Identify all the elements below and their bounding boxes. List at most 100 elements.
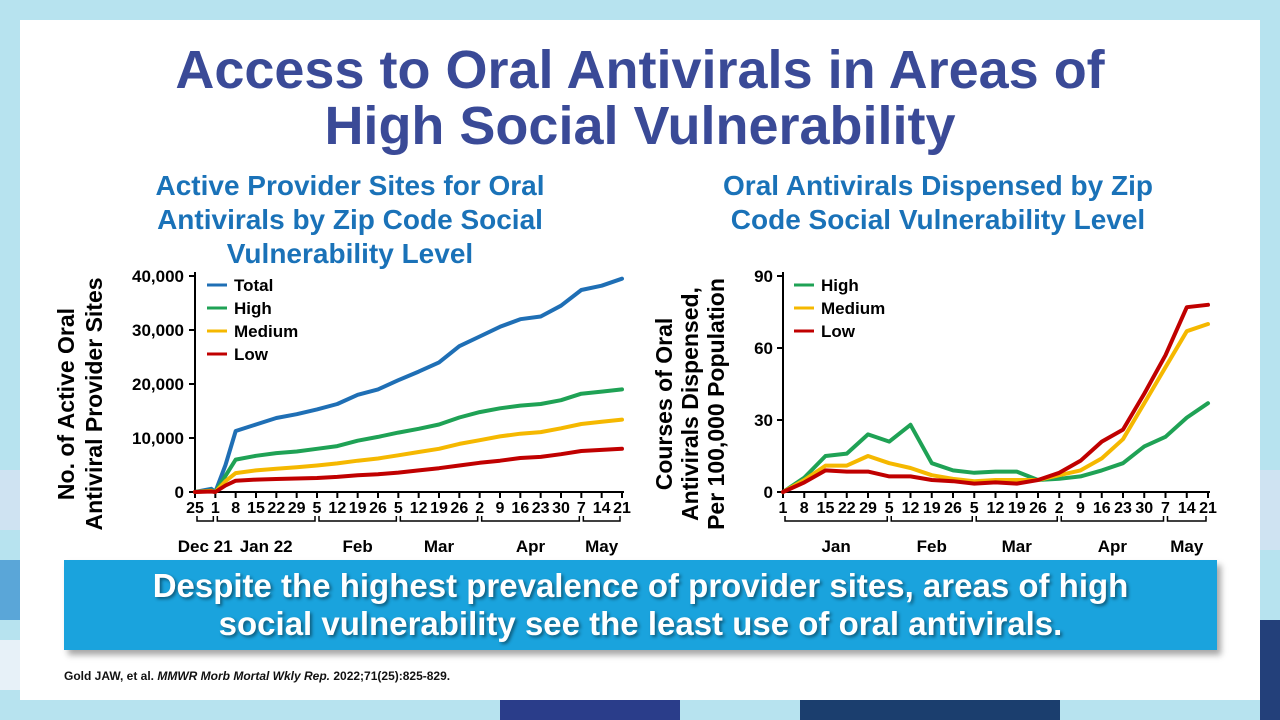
right-month-bracket [975,516,1058,522]
left-x-tick-label: 5 [313,500,322,517]
right-y-axis-title: Per 100,000 Population [703,278,729,530]
left-x-tick-label: 5 [394,500,403,517]
left-x-tick-label: 7 [577,500,586,517]
left-series-medium [193,417,624,494]
right-series-high [781,401,1210,494]
left-x-tick-label: 19 [349,500,367,517]
left-y-tick-label: 20,000 [132,375,184,394]
left-y-axis-title: Antiviral Provider Sites [81,277,107,530]
banner-line-2: social vulnerability see the least use o… [218,605,1063,642]
citation-authors: Gold JAW, et al. [64,669,158,683]
left-x-tick-label: 22 [267,500,285,517]
right-month-label: Apr [1098,537,1128,556]
right-chart-title: Oral Antivirals Dispensed by Zip Code So… [670,169,1206,237]
right-legend-label: High [821,276,859,295]
right-x-tick-label: 19 [923,500,941,517]
right-x-tick-label: 2 [1055,500,1064,517]
right-x-tick-label: 14 [1178,500,1196,517]
left-legend-label: Medium [234,322,298,341]
left-x-tick-label: 2 [475,500,484,517]
right-y-tick-label: 0 [764,483,773,502]
left-month-bracket [196,516,215,522]
right-month-bracket [1060,516,1165,522]
left-legend-label: High [234,299,272,318]
left-y-tick-label: 0 [175,483,184,502]
slide-panel: Access to Oral Antivirals in Areas of Hi… [20,20,1260,700]
right-month-bracket [890,516,973,522]
slide-title: Access to Oral Antivirals in Areas of Hi… [20,42,1260,154]
right-x-tick-label: 26 [1029,500,1047,517]
right-x-tick-label: 23 [1114,500,1132,517]
right-x-tick-label: 5 [885,500,894,517]
left-series-high [193,387,624,494]
right-y-axis-title: Courses of Oral [651,318,677,491]
right-month-label: Mar [1002,537,1033,556]
left-month-label: Apr [516,537,546,556]
left-x-tick-label: 14 [593,500,611,517]
right-y-axis-title: Antivirals Dispensed, [677,287,703,521]
right-chart-title-line: Oral Antivirals Dispensed by Zip [723,170,1153,201]
citation: Gold JAW, et al. MMWR Morb Mortal Wkly R… [64,669,450,683]
right-x-tick-label: 7 [1161,500,1170,517]
left-y-tick-label: 10,000 [132,429,184,448]
right-x-tick-label: 22 [838,500,856,517]
left-x-tick-label: 15 [247,500,265,517]
left-y-axis-title: No. of Active Oral [53,308,79,500]
right-legend-label: Medium [821,299,885,318]
background-decoration [0,640,20,690]
background-decoration [1260,620,1280,720]
left-month-bracket [399,516,479,522]
left-x-tick-label: 29 [288,500,306,517]
left-month-bracket [480,516,581,522]
right-x-tick-label: 21 [1199,500,1217,517]
left-month-bracket [318,516,398,522]
right-month-label: May [1170,537,1204,556]
background-decoration [500,700,680,720]
right-x-tick-label: 8 [800,500,809,517]
right-legend-label: Low [821,322,856,341]
left-chart-title-line: Active Provider Sites for Oral [155,170,545,201]
left-x-tick-label: 26 [369,500,387,517]
citation-journal: MMWR Morb Mortal Wkly Rep. [157,669,331,683]
left-y-tick-label: 30,000 [132,321,184,340]
slide-title-line-1: Access to Oral Antivirals in Areas of [175,40,1105,100]
right-x-tick-label: 12 [987,500,1005,517]
right-x-tick-label: 12 [902,500,920,517]
right-x-tick-label: 16 [1093,500,1111,517]
left-x-tick-label: 25 [186,500,204,517]
left-y-tick-label: 40,000 [132,267,184,286]
left-month-label: Jan 22 [240,537,293,556]
left-x-tick-label: 8 [231,500,240,517]
right-month-bracket [1166,516,1207,522]
right-y-tick-label: 90 [754,267,773,286]
right-series-medium [781,322,1210,494]
left-series-total [193,276,624,494]
background-decoration [0,470,20,530]
banner-line-1: Despite the highest prevalence of provid… [152,567,1129,604]
left-x-tick-label: 21 [613,500,631,517]
right-x-tick-label: 26 [944,500,962,517]
left-month-label: May [585,537,619,556]
right-series-low [781,302,1210,494]
left-x-tick-label: 30 [552,500,570,517]
right-month-label: Jan [821,537,850,556]
right-x-tick-label: 30 [1135,500,1153,517]
left-legend-label: Total [234,276,273,295]
background-decoration [800,700,1060,720]
right-y-tick-label: 30 [754,411,773,430]
left-x-tick-label: 26 [450,500,468,517]
left-x-tick-label: 23 [532,500,550,517]
left-x-tick-label: 12 [328,500,346,517]
left-x-tick-label: 19 [430,500,448,517]
left-chart-title-line: Antivirals by Zip Code Social [157,204,543,235]
right-y-tick-label: 60 [754,339,773,358]
right-chart-title-line: Code Social Vulnerability Level [730,204,1146,235]
left-month-bracket [216,516,316,522]
right-x-tick-label: 1 [779,500,788,517]
left-month-label: Mar [424,537,455,556]
right-x-tick-label: 29 [859,500,877,517]
left-chart-title: Active Provider Sites for Oral Antiviral… [100,169,600,271]
key-message-banner: Despite the highest prevalence of provid… [64,560,1217,650]
